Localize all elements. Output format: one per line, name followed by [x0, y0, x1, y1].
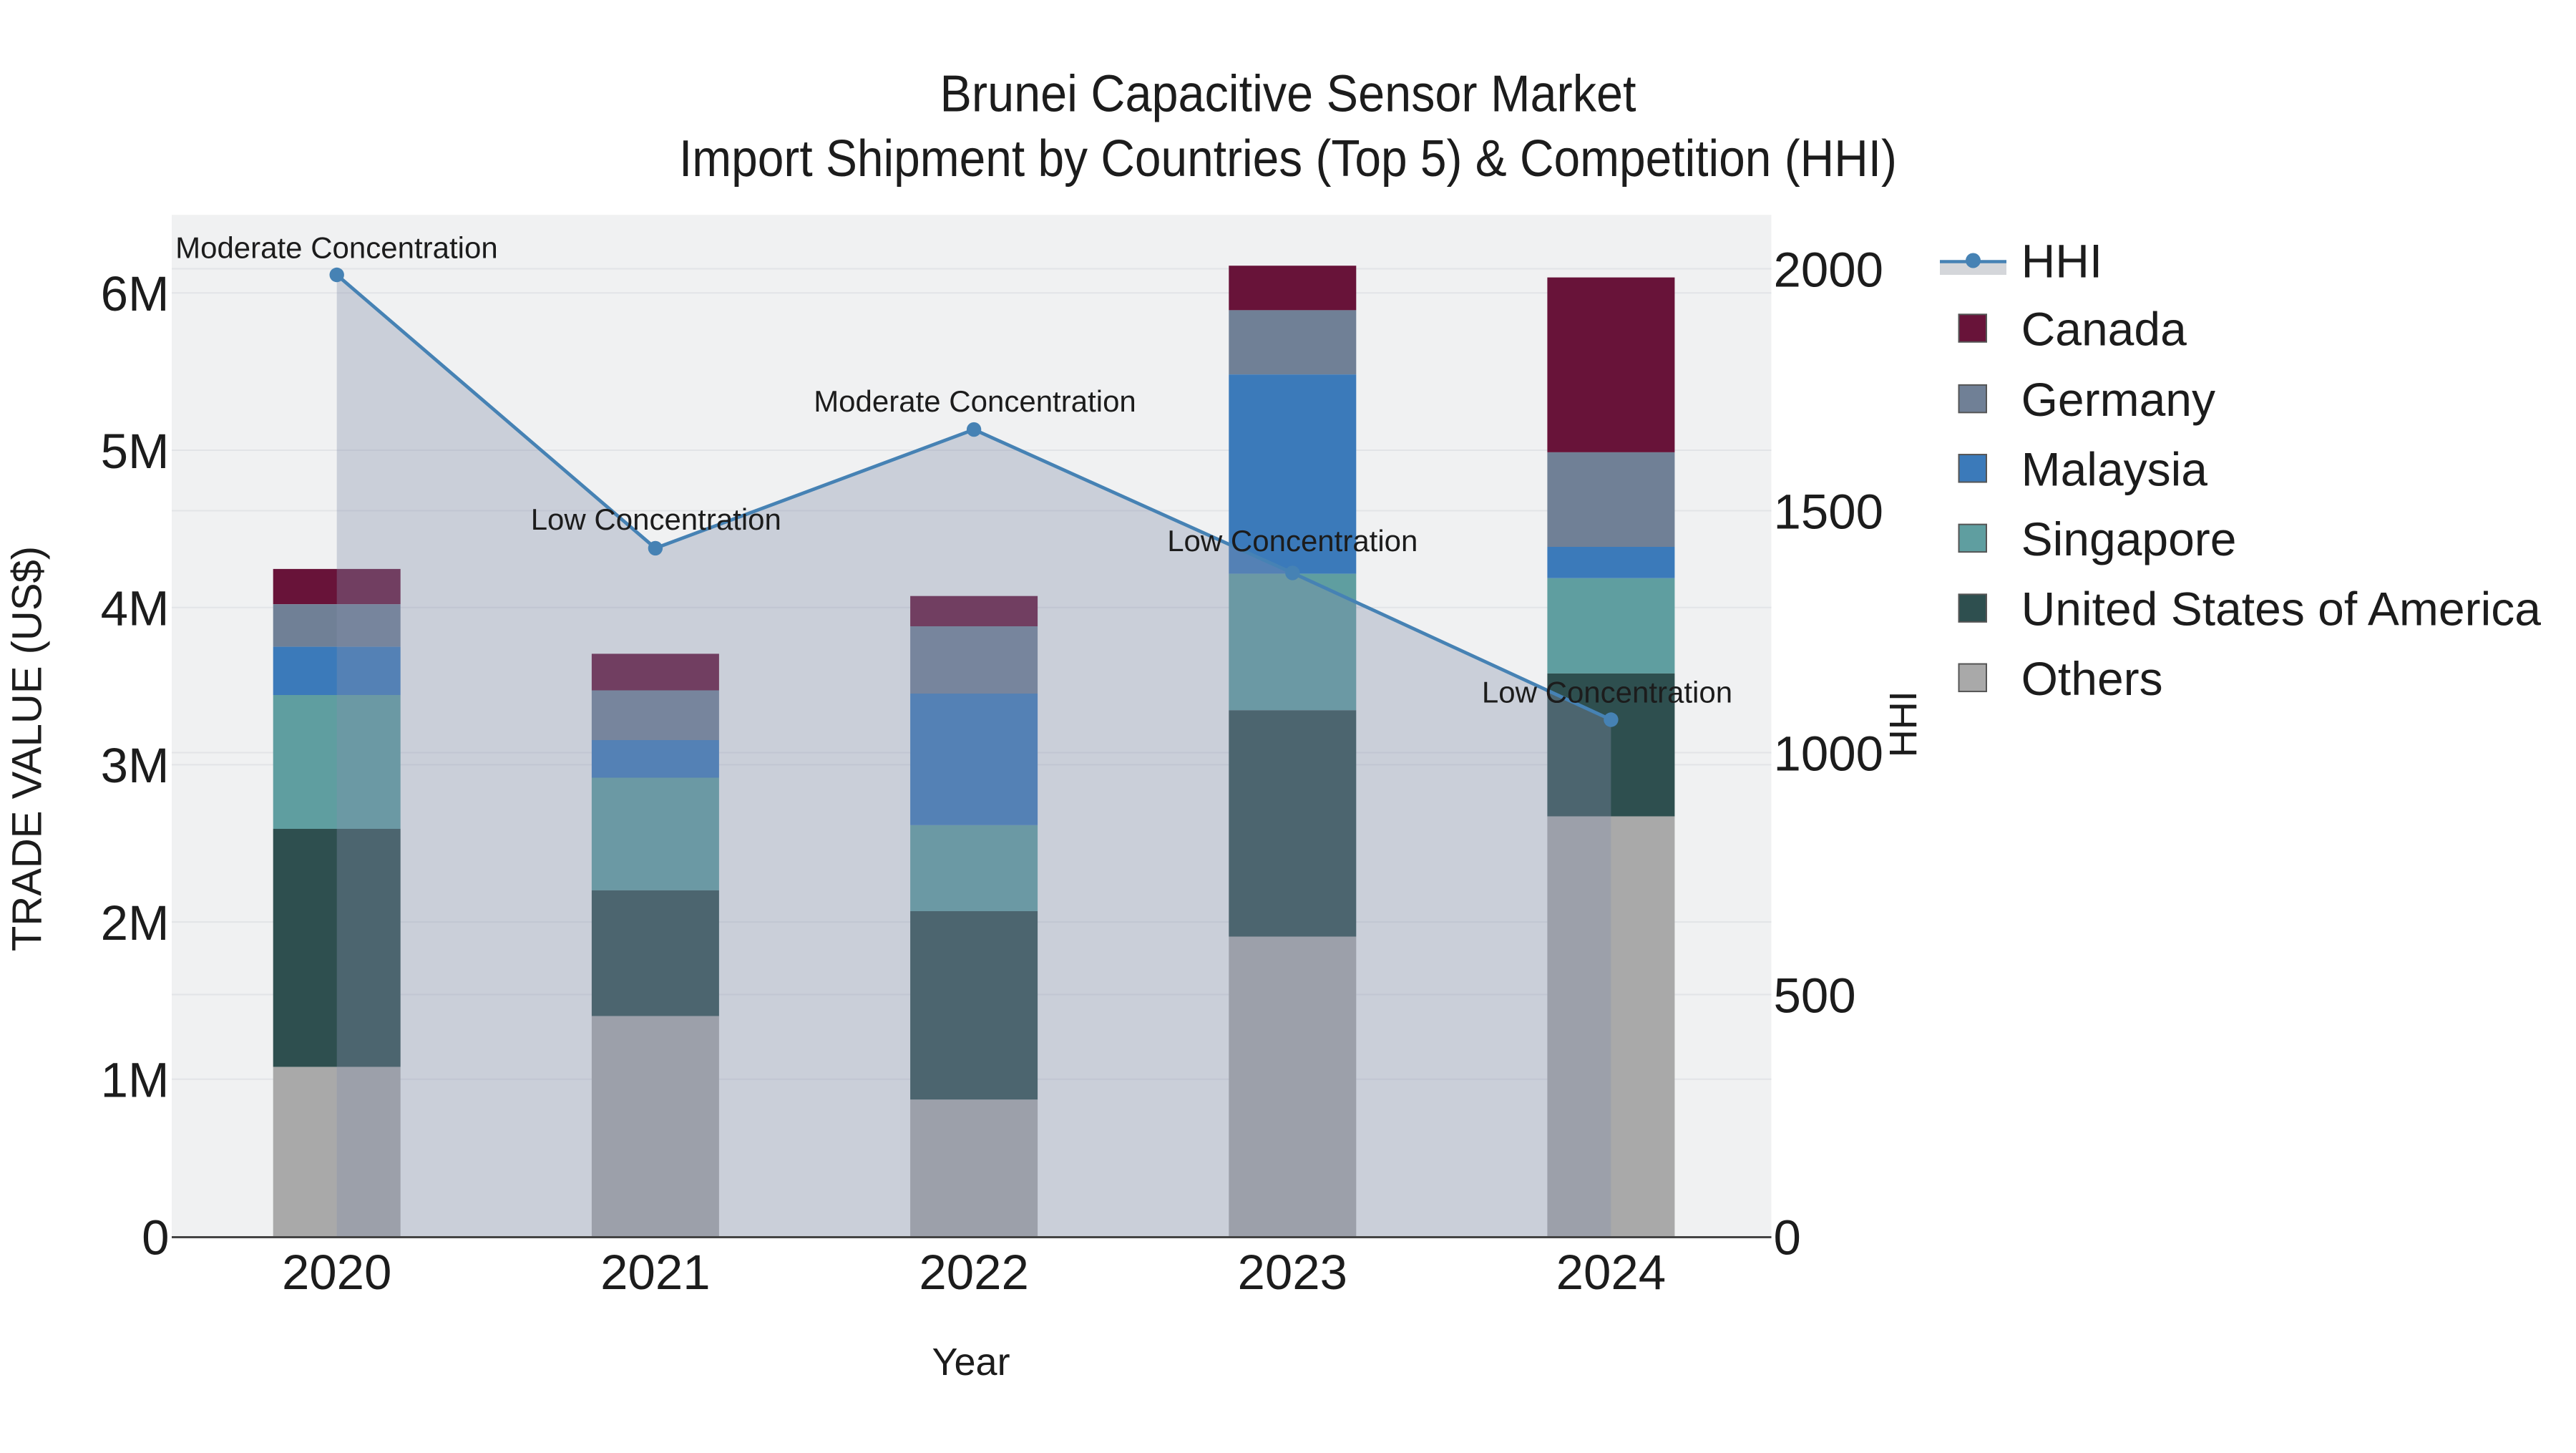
svg-text:2021: 2021	[600, 1245, 711, 1300]
svg-text:HHI: HHI	[2021, 235, 2103, 288]
svg-text:2022: 2022	[919, 1245, 1029, 1300]
svg-text:1M: 1M	[101, 1053, 170, 1108]
svg-text:Germany: Germany	[2021, 373, 2215, 426]
svg-text:Year: Year	[932, 1341, 1010, 1384]
svg-text:500: 500	[1774, 968, 1856, 1023]
svg-text:TRADE VALUE (US$): TRADE VALUE (US$)	[4, 546, 51, 951]
svg-text:Singapore: Singapore	[2021, 512, 2237, 565]
svg-text:Low Concentration: Low Concentration	[1167, 524, 1418, 558]
svg-text:Others: Others	[2021, 652, 2163, 705]
svg-text:2000: 2000	[1774, 242, 1884, 297]
svg-text:2M: 2M	[101, 895, 170, 951]
svg-text:4M: 4M	[101, 581, 170, 636]
svg-text:Import Shipment by Countries (: Import Shipment by Countries (Top 5) & C…	[679, 130, 1897, 188]
svg-text:2023: 2023	[1238, 1245, 1348, 1300]
svg-text:1000: 1000	[1774, 726, 1884, 781]
svg-text:0: 0	[1774, 1210, 1801, 1265]
svg-text:Malaysia: Malaysia	[2021, 442, 2208, 495]
svg-text:6M: 6M	[101, 266, 170, 321]
svg-text:Brunei Capacitive Sensor Marke: Brunei Capacitive Sensor Market	[940, 66, 1636, 123]
svg-text:HHI: HHI	[1882, 691, 1925, 757]
svg-text:3M: 3M	[101, 738, 170, 793]
svg-text:2020: 2020	[282, 1245, 392, 1300]
svg-text:United States of America: United States of America	[2021, 583, 2542, 636]
svg-text:Moderate Concentration: Moderate Concentration	[175, 231, 498, 265]
svg-text:Low Concentration: Low Concentration	[1482, 676, 1732, 709]
svg-text:5M: 5M	[101, 424, 170, 479]
svg-text:2024: 2024	[1556, 1245, 1667, 1300]
svg-text:1500: 1500	[1774, 484, 1884, 539]
svg-text:Canada: Canada	[2021, 303, 2187, 356]
svg-text:Low Concentration: Low Concentration	[531, 502, 781, 536]
svg-text:0: 0	[142, 1210, 169, 1265]
svg-text:Moderate Concentration: Moderate Concentration	[814, 384, 1136, 418]
